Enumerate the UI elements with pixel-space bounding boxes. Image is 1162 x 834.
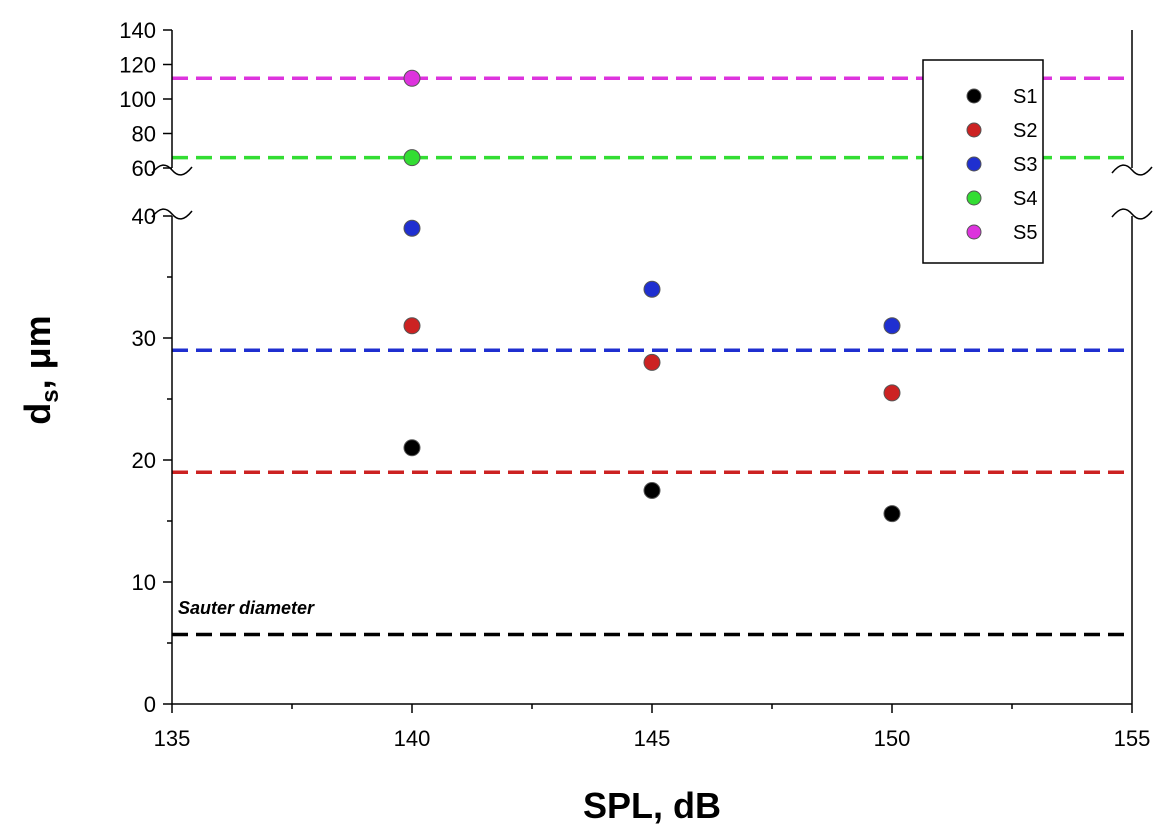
x-tick-label: 150 bbox=[874, 726, 911, 751]
x-axis-title: SPL, dB bbox=[583, 785, 721, 826]
legend-label-s1: S1 bbox=[1013, 86, 1037, 108]
y-tick-label: 10 bbox=[132, 570, 156, 595]
data-point-s4 bbox=[403, 149, 421, 167]
data-point-s3 bbox=[883, 317, 901, 335]
x-tick-label: 145 bbox=[634, 726, 671, 751]
axis-break-right-lower bbox=[1111, 208, 1153, 220]
data-point-s5 bbox=[403, 69, 421, 87]
y-tick-label: 140 bbox=[119, 18, 156, 43]
y-tick-label: 80 bbox=[132, 122, 156, 147]
y-tick-label: 60 bbox=[132, 156, 156, 181]
legend-marker-s4 bbox=[966, 190, 982, 206]
legend-marker-s1 bbox=[966, 88, 982, 104]
x-tick-label: 135 bbox=[154, 726, 191, 751]
legend-label-s4: S4 bbox=[1013, 188, 1037, 210]
legend-marker-s3 bbox=[966, 156, 982, 172]
y-tick-label: 120 bbox=[119, 53, 156, 78]
legend: S1 S2 S3 S4 S5 bbox=[922, 59, 1044, 264]
y-tick-label: 40 bbox=[132, 204, 156, 229]
annotation-sauter-diameter: Sauter diameter bbox=[178, 598, 315, 618]
data-point-s1 bbox=[883, 505, 901, 523]
y-axis-title-unit: , μm bbox=[17, 315, 58, 389]
y-axis-title: ds, μm bbox=[17, 315, 64, 424]
y-axis-title-subscript: s bbox=[37, 389, 64, 402]
legend-marker-s5 bbox=[966, 224, 982, 240]
data-point-s1 bbox=[643, 482, 661, 499]
data-point-s1 bbox=[403, 439, 421, 457]
x-tick-label: 155 bbox=[1114, 726, 1151, 751]
axis-break-left-upper bbox=[151, 164, 193, 176]
ticks: 135 140 145 150 155 0 10 20 30 40 60 80 100 120 140 bbox=[119, 18, 1150, 751]
legend-label-s3: S3 bbox=[1013, 154, 1037, 176]
y-tick-label: 20 bbox=[132, 448, 156, 473]
y-tick-label: 0 bbox=[144, 692, 156, 717]
x-tick-label: 140 bbox=[394, 726, 431, 751]
data-point-s3 bbox=[643, 280, 661, 298]
data-point-s2 bbox=[883, 384, 901, 402]
data-points bbox=[403, 69, 901, 523]
data-point-s3 bbox=[403, 219, 421, 237]
axis-break-right-upper bbox=[1111, 164, 1153, 176]
legend-label-s5: S5 bbox=[1013, 222, 1037, 244]
data-point-s2 bbox=[643, 353, 661, 371]
legend-box bbox=[922, 59, 1044, 264]
legend-label-s2: S2 bbox=[1013, 120, 1037, 142]
y-tick-label: 100 bbox=[119, 87, 156, 112]
y-tick-label: 30 bbox=[132, 326, 156, 351]
y-axis-title-main: d bbox=[17, 403, 58, 425]
axis-break-left-lower bbox=[151, 208, 193, 220]
legend-marker-s2 bbox=[966, 122, 982, 138]
data-point-s2 bbox=[403, 317, 421, 335]
